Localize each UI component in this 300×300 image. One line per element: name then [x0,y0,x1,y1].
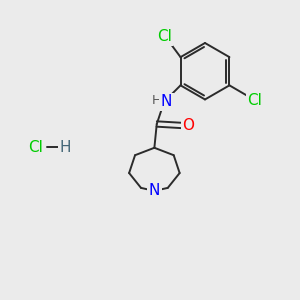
Text: Cl: Cl [247,93,262,108]
Text: H: H [59,140,71,154]
Text: N: N [161,94,172,109]
Text: Cl: Cl [28,140,43,154]
Text: O: O [183,118,195,133]
Text: H: H [152,94,161,107]
Text: Cl: Cl [157,29,172,44]
Text: N: N [149,183,160,198]
